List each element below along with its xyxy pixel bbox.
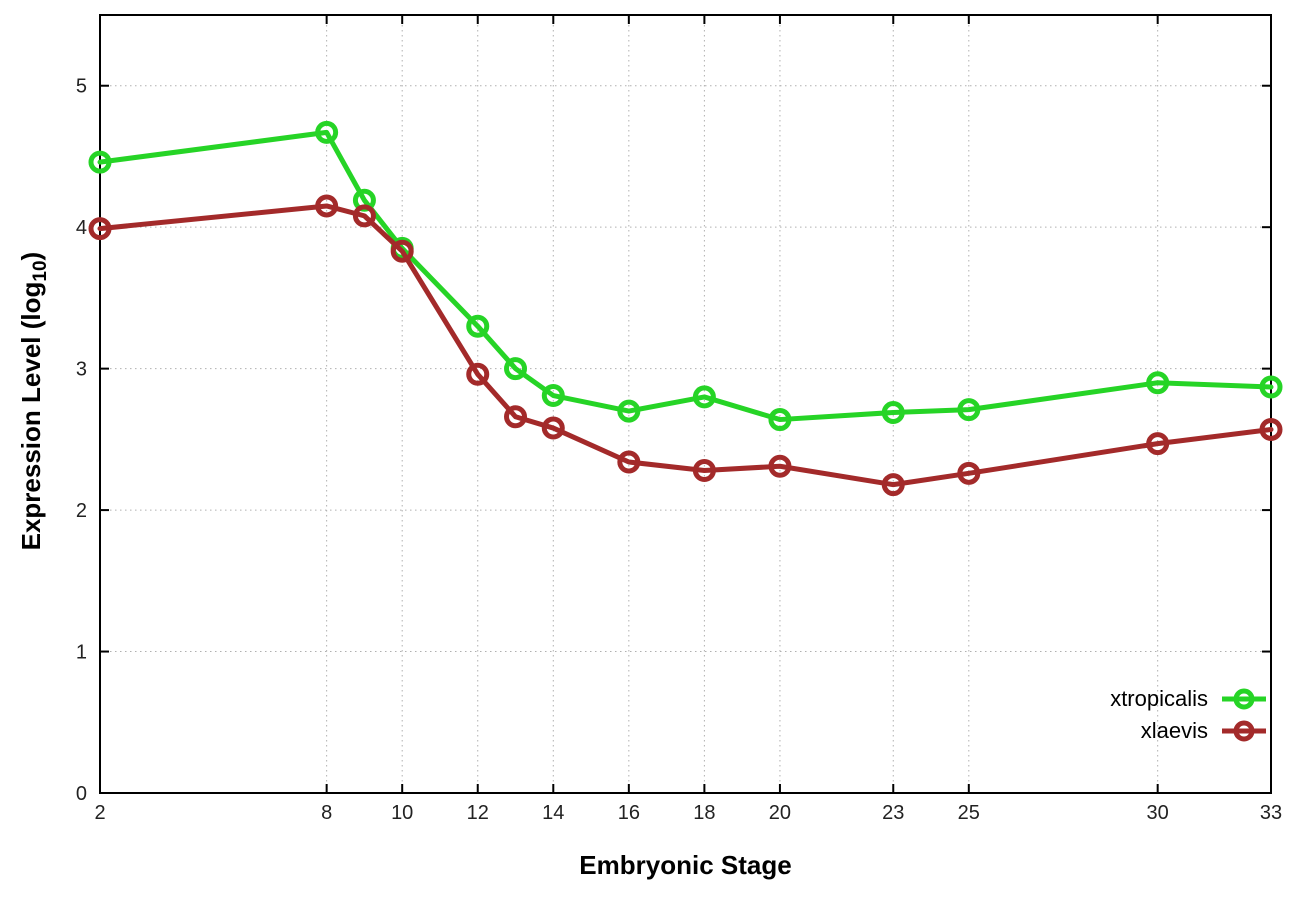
data-point-xtropicalis [466, 314, 490, 338]
x-tick-label: 14 [542, 802, 564, 824]
x-tick-label: 2 [94, 802, 105, 824]
legend-item-xlaevis: xlaevis [1110, 717, 1268, 745]
series-line-xlaevis [97, 203, 1274, 488]
x-tick-label: 16 [618, 802, 640, 824]
y-tick-label: 1 [76, 642, 87, 664]
data-point-xlaevis [541, 416, 565, 440]
y-tick-label: 2 [76, 500, 87, 522]
data-point-xlaevis [390, 239, 414, 263]
data-point-xlaevis [881, 473, 905, 497]
legend-label-xlaevis: xlaevis [1140, 718, 1208, 743]
x-tick-label: 12 [467, 802, 489, 824]
data-point-xtropicalis [315, 120, 339, 144]
data-point-xtropicalis [1259, 375, 1283, 399]
data-point-xtropicalis [88, 150, 112, 174]
legend-marker-xtropicalis [1222, 688, 1266, 710]
data-point-xtropicalis [768, 408, 792, 432]
x-tick-label: 8 [321, 802, 332, 824]
data-point-xlaevis [466, 362, 490, 386]
y-axis-label-subscript: 10 [30, 260, 52, 282]
data-point-xlaevis [617, 450, 641, 474]
data-point-xlaevis [957, 461, 981, 485]
x-tick-label: 20 [769, 802, 791, 824]
x-axis-label: Embryonic Stage [579, 850, 792, 880]
data-point-xtropicalis [692, 385, 716, 409]
y-tick-label: 0 [76, 783, 87, 805]
data-point-xlaevis [768, 454, 792, 478]
data-point-xtropicalis [541, 384, 565, 408]
x-tick-label: 25 [958, 802, 980, 824]
data-point-xlaevis [352, 204, 376, 228]
data-point-xlaevis [504, 405, 528, 429]
data-point-xlaevis [88, 217, 112, 241]
data-point-xtropicalis [617, 399, 641, 423]
data-point-xlaevis [1146, 432, 1170, 456]
plot-border [99, 14, 1272, 794]
x-tick-label: 30 [1147, 802, 1169, 824]
data-point-xlaevis [315, 194, 339, 218]
y-axis-label: Expression Level (log10) [16, 151, 52, 651]
legend: xtropicalis xlaevis [1110, 685, 1268, 745]
legend-label-xtropicalis: xtropicalis [1110, 686, 1208, 711]
data-point-xlaevis [1259, 417, 1283, 441]
y-tick-label: 5 [76, 76, 87, 98]
y-axis-label-text: Expression Level (log [15, 281, 46, 551]
legend-marker-xlaevis [1222, 720, 1266, 742]
y-tick-label: 3 [76, 359, 87, 381]
data-point-xtropicalis [881, 400, 905, 424]
y-axis-label-suffix: ) [15, 251, 46, 261]
legend-item-xtropicalis: xtropicalis [1110, 685, 1268, 713]
data-point-xtropicalis [504, 357, 528, 381]
series-line-xtropicalis [97, 129, 1274, 423]
data-point-xlaevis [692, 458, 716, 482]
x-tick-label: 18 [693, 802, 715, 824]
y-tick-label: 4 [76, 217, 87, 239]
x-tick-label: 23 [882, 802, 904, 824]
x-tick-label: 33 [1260, 802, 1282, 824]
data-point-xtropicalis [957, 398, 981, 422]
data-point-xtropicalis [1146, 371, 1170, 395]
x-tick-label: 10 [391, 802, 413, 824]
